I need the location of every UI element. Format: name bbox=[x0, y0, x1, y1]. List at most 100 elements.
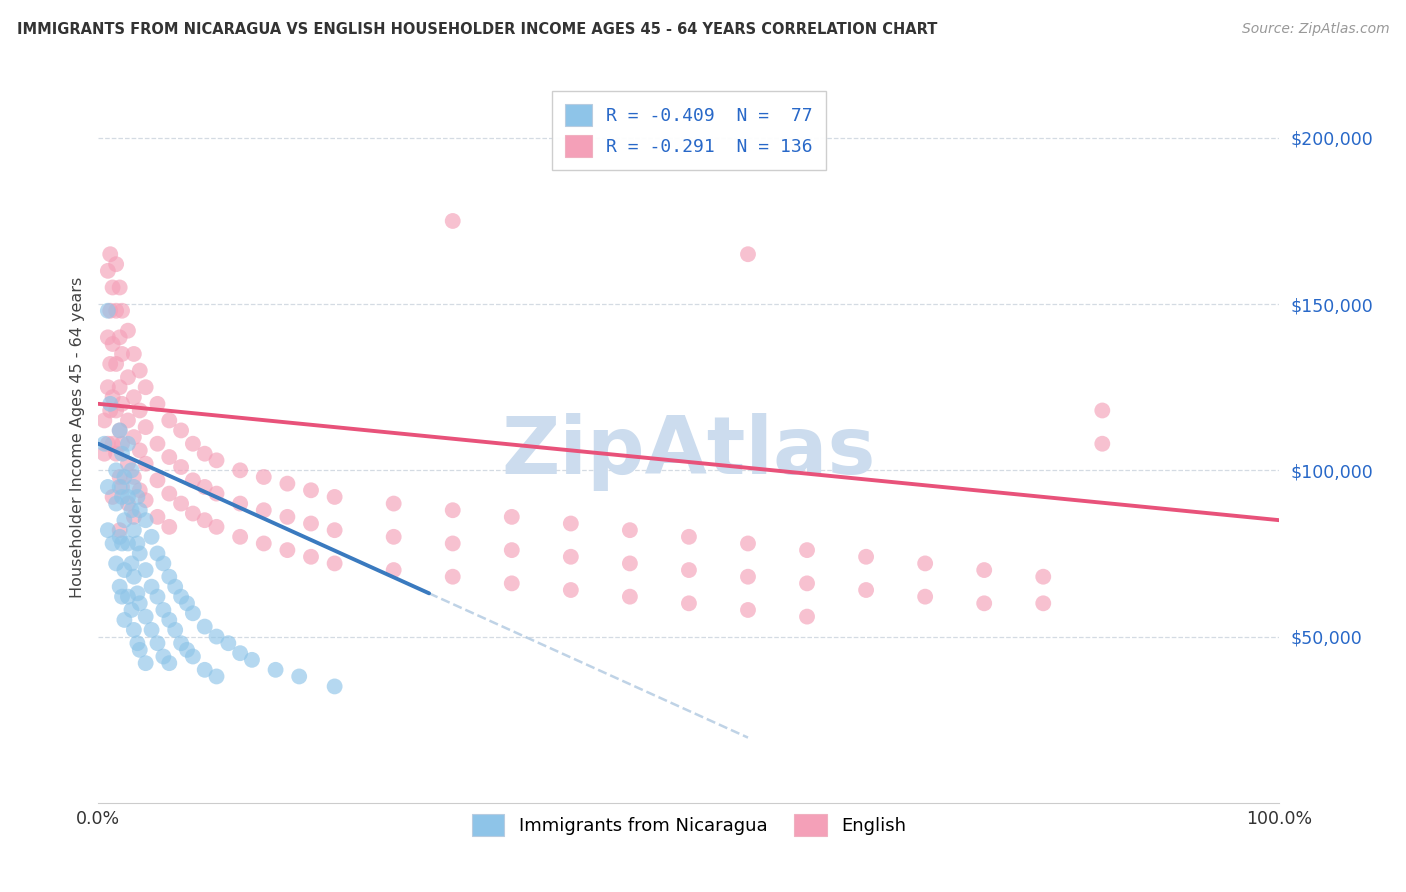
Point bbox=[128, 403, 150, 417]
Point bbox=[737, 570, 759, 584]
Point bbox=[112, 470, 135, 484]
Point bbox=[276, 543, 298, 558]
Point bbox=[1032, 596, 1054, 610]
Point bbox=[181, 507, 204, 521]
Point bbox=[276, 509, 298, 524]
Point bbox=[127, 490, 149, 504]
Point bbox=[170, 590, 193, 604]
Point bbox=[122, 347, 145, 361]
Point bbox=[122, 430, 145, 444]
Point bbox=[105, 357, 128, 371]
Point bbox=[101, 436, 124, 450]
Point bbox=[122, 623, 145, 637]
Point bbox=[165, 580, 187, 594]
Text: Source: ZipAtlas.com: Source: ZipAtlas.com bbox=[1241, 22, 1389, 37]
Point bbox=[181, 473, 204, 487]
Point bbox=[128, 443, 150, 458]
Point bbox=[117, 590, 139, 604]
Point bbox=[105, 497, 128, 511]
Point bbox=[128, 546, 150, 560]
Point bbox=[253, 536, 276, 550]
Point bbox=[914, 557, 936, 571]
Point bbox=[619, 590, 641, 604]
Point bbox=[105, 403, 128, 417]
Point bbox=[205, 520, 228, 534]
Point bbox=[97, 303, 120, 318]
Point bbox=[264, 663, 287, 677]
Point bbox=[111, 536, 134, 550]
Point bbox=[121, 557, 143, 571]
Point bbox=[170, 636, 193, 650]
Point bbox=[108, 530, 131, 544]
Point bbox=[678, 530, 700, 544]
Point bbox=[157, 486, 180, 500]
Point bbox=[98, 357, 121, 371]
Point bbox=[441, 570, 464, 584]
Point bbox=[194, 663, 217, 677]
Point bbox=[441, 503, 464, 517]
Point bbox=[560, 582, 582, 597]
Point bbox=[253, 470, 276, 484]
Point bbox=[97, 436, 120, 450]
Point bbox=[111, 590, 134, 604]
Point bbox=[135, 420, 157, 434]
Point bbox=[108, 380, 131, 394]
Point bbox=[205, 453, 228, 467]
Point bbox=[127, 586, 149, 600]
Point bbox=[98, 247, 121, 261]
Point bbox=[146, 436, 169, 450]
Point bbox=[229, 646, 252, 660]
Point bbox=[157, 656, 180, 670]
Point bbox=[121, 463, 143, 477]
Point bbox=[105, 557, 128, 571]
Point bbox=[111, 447, 134, 461]
Point bbox=[157, 450, 180, 464]
Point bbox=[105, 463, 128, 477]
Point bbox=[737, 247, 759, 261]
Point bbox=[101, 490, 124, 504]
Point bbox=[121, 503, 143, 517]
Point bbox=[98, 403, 121, 417]
Point bbox=[141, 530, 163, 544]
Point bbox=[323, 557, 346, 571]
Point bbox=[194, 619, 217, 633]
Point bbox=[146, 397, 169, 411]
Point bbox=[117, 324, 139, 338]
Point bbox=[253, 503, 276, 517]
Point bbox=[141, 623, 163, 637]
Point bbox=[128, 596, 150, 610]
Point bbox=[108, 580, 131, 594]
Point bbox=[382, 530, 405, 544]
Point bbox=[181, 649, 204, 664]
Point bbox=[176, 643, 198, 657]
Point bbox=[181, 436, 204, 450]
Point bbox=[98, 303, 121, 318]
Point bbox=[276, 476, 298, 491]
Point bbox=[299, 549, 322, 564]
Point bbox=[146, 509, 169, 524]
Point bbox=[117, 413, 139, 427]
Point bbox=[101, 390, 124, 404]
Point bbox=[205, 669, 228, 683]
Point bbox=[101, 536, 124, 550]
Point bbox=[117, 436, 139, 450]
Point bbox=[112, 563, 135, 577]
Point bbox=[441, 536, 464, 550]
Point bbox=[737, 536, 759, 550]
Point bbox=[288, 669, 311, 683]
Point bbox=[152, 557, 174, 571]
Point bbox=[299, 516, 322, 531]
Point bbox=[170, 497, 193, 511]
Point bbox=[111, 347, 134, 361]
Point bbox=[855, 582, 877, 597]
Point bbox=[135, 513, 157, 527]
Point bbox=[1091, 403, 1114, 417]
Point bbox=[135, 563, 157, 577]
Point bbox=[127, 636, 149, 650]
Point bbox=[737, 603, 759, 617]
Point bbox=[1091, 436, 1114, 450]
Point bbox=[146, 636, 169, 650]
Point bbox=[97, 523, 120, 537]
Point bbox=[108, 480, 131, 494]
Point bbox=[122, 509, 145, 524]
